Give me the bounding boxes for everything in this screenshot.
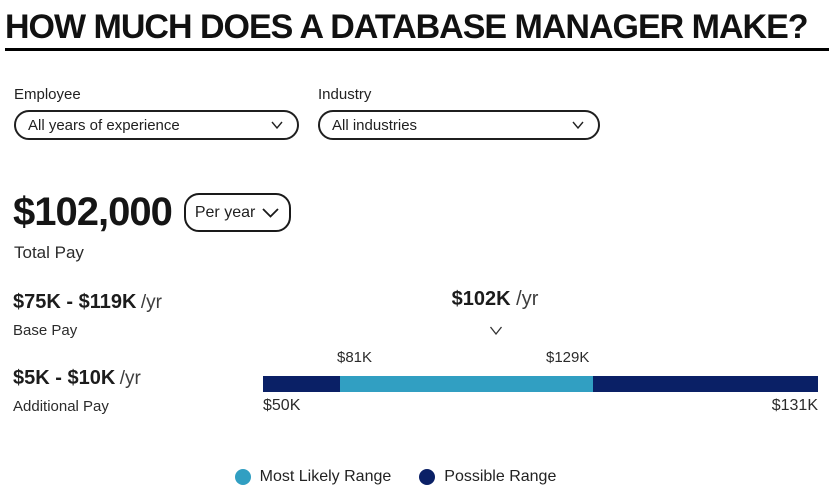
- employee-dropdown-value: All years of experience: [28, 116, 180, 134]
- chart-median-value: $102K /yr: [452, 288, 539, 311]
- median-amount: $102K: [451, 288, 511, 310]
- median-unit: /yr: [516, 288, 539, 310]
- possible-range-dot-icon: [419, 469, 436, 485]
- employee-filter: Employee All years of experience: [14, 86, 299, 140]
- industry-filter-label: Industry: [318, 86, 372, 103]
- additional-pay-block: $5K - $10K /yr Additional Pay: [13, 367, 141, 415]
- possible-range-segment-left: [263, 376, 341, 392]
- industry-dropdown[interactable]: All industries: [318, 110, 600, 140]
- additional-pay-unit: /yr: [119, 368, 141, 389]
- axis-min-tick: $50K: [263, 397, 301, 414]
- chart-legend: Most Likely Range Possible Range: [0, 468, 812, 486]
- base-pay-range-line: $75K - $119K /yr: [13, 291, 162, 314]
- base-pay-label: Base Pay: [13, 322, 78, 339]
- most-likely-range-dot-icon: [234, 469, 251, 485]
- salary-range-chart: $102K /yr $81K $129K $50K $131K: [263, 288, 818, 428]
- page-title: HOW MUCH DOES A DATABASE MANAGER MAKE?: [5, 7, 829, 51]
- pay-period-value: Per year: [194, 203, 256, 221]
- total-pay-amount: $102,000: [13, 190, 173, 234]
- likely-min-tick: $81K: [337, 349, 373, 366]
- base-pay-block: $75K - $119K /yr Base Pay: [13, 291, 162, 339]
- base-pay-range: $75K - $119K: [13, 291, 137, 313]
- employee-filter-label: Employee: [14, 86, 81, 103]
- legend-item-possible: Possible Range: [419, 468, 556, 486]
- employee-dropdown[interactable]: All years of experience: [14, 110, 299, 140]
- median-pointer-icon: [489, 326, 503, 336]
- legend-item-most-likely: Most Likely Range: [234, 468, 392, 486]
- salary-range-bar: [263, 376, 818, 392]
- additional-pay-range-line: $5K - $10K /yr: [13, 367, 141, 390]
- chevron-down-icon: [262, 207, 279, 218]
- legend-label: Most Likely Range: [259, 468, 392, 485]
- additional-pay-range: $5K - $10K: [13, 367, 116, 389]
- base-pay-unit: /yr: [140, 292, 162, 313]
- total-pay-label: Total Pay: [14, 243, 84, 262]
- pay-period-selector[interactable]: Per year: [183, 193, 292, 232]
- total-pay-row: $102,000 Per year: [13, 190, 292, 235]
- likely-max-tick: $129K: [546, 349, 590, 366]
- most-likely-range-segment: [340, 376, 594, 392]
- legend-label: Possible Range: [444, 468, 557, 485]
- additional-pay-label: Additional Pay: [13, 398, 109, 415]
- industry-filter: Industry All industries: [318, 86, 600, 140]
- industry-dropdown-value: All industries: [332, 116, 418, 134]
- axis-max-tick: $131K: [771, 397, 818, 414]
- chevron-down-icon: [572, 121, 584, 129]
- possible-range-segment-right: [593, 376, 818, 392]
- chevron-down-icon: [271, 121, 283, 129]
